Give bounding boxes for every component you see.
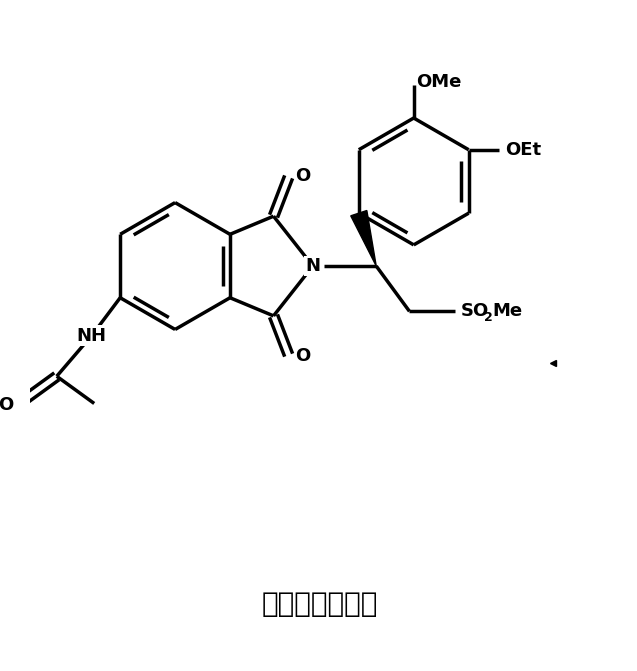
Text: O: O	[295, 166, 310, 185]
Text: NH: NH	[76, 327, 106, 345]
Text: Me: Me	[492, 303, 522, 320]
Text: OMe: OMe	[417, 72, 462, 91]
Text: SO: SO	[461, 303, 489, 320]
Text: OEt: OEt	[505, 141, 541, 159]
Polygon shape	[351, 211, 376, 266]
Text: 2: 2	[483, 311, 492, 324]
Text: N: N	[305, 257, 320, 275]
Text: 阿普斯特结构式: 阿普斯特结构式	[262, 590, 378, 619]
Text: O: O	[295, 348, 310, 365]
Text: O: O	[0, 396, 13, 413]
